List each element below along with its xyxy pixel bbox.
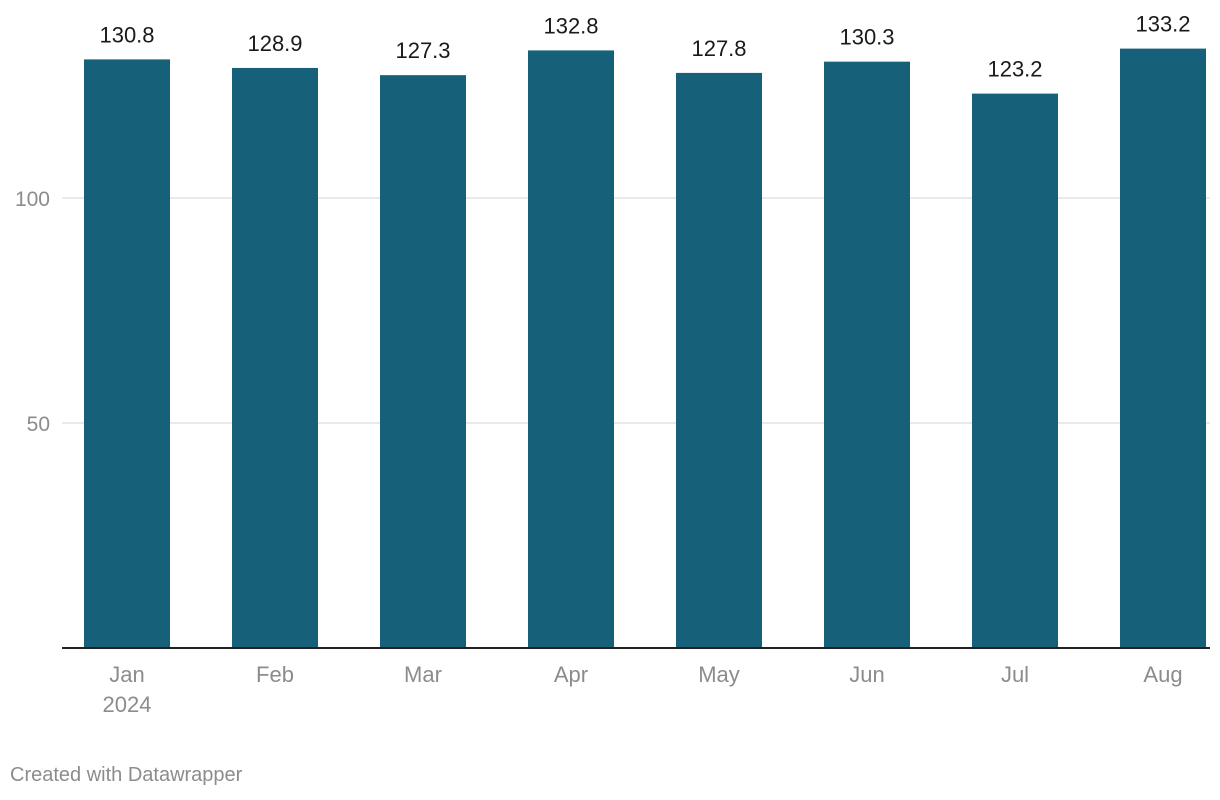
bar-value-label-feb: 128.9 bbox=[247, 31, 302, 56]
x-tick-label-aug: Aug bbox=[1143, 662, 1182, 687]
bar-apr bbox=[528, 50, 614, 648]
x-tick-label-may: May bbox=[698, 662, 740, 687]
bar-value-label-mar: 127.3 bbox=[395, 38, 450, 63]
bar-value-label-jul: 123.2 bbox=[987, 57, 1042, 82]
x-tick-sublabel-jan: 2024 bbox=[103, 692, 152, 717]
bars bbox=[84, 48, 1206, 649]
x-tick-label-feb: Feb bbox=[256, 662, 294, 687]
bar-jul bbox=[972, 93, 1058, 649]
bar-value-label-may: 127.8 bbox=[691, 36, 746, 61]
bar-value-label-aug: 133.2 bbox=[1135, 12, 1190, 37]
x-tick-label-apr: Apr bbox=[554, 662, 588, 687]
footer-credit: Created with Datawrapper bbox=[10, 764, 243, 786]
bar-jan bbox=[84, 59, 170, 648]
bar-value-label-jan: 130.8 bbox=[99, 22, 154, 47]
bar-mar bbox=[380, 75, 466, 648]
bar-value-label-jun: 130.3 bbox=[839, 25, 894, 50]
y-tick-label-50: 50 bbox=[27, 413, 50, 436]
y-tick-label-100: 100 bbox=[15, 188, 50, 211]
bar-value-label-apr: 132.8 bbox=[543, 13, 598, 38]
x-axis-tick-labels: Jan 2024 Feb Mar Apr May Jun Jul Aug bbox=[103, 662, 1183, 717]
x-tick-label-jun: Jun bbox=[849, 662, 884, 687]
bar-feb bbox=[232, 67, 318, 648]
x-tick-label-mar: Mar bbox=[404, 662, 442, 687]
bar-aug bbox=[1120, 48, 1206, 649]
bar-jun bbox=[824, 61, 910, 648]
x-tick-label-jan: Jan bbox=[109, 662, 144, 687]
x-tick-label-jul: Jul bbox=[1001, 662, 1029, 687]
bar-may bbox=[676, 72, 762, 648]
bar-value-labels: 130.8 128.9 127.3 132.8 127.8 130.3 123.2 133.2 bbox=[99, 12, 1190, 82]
y-axis-tick-labels: 50 100 bbox=[15, 188, 50, 436]
